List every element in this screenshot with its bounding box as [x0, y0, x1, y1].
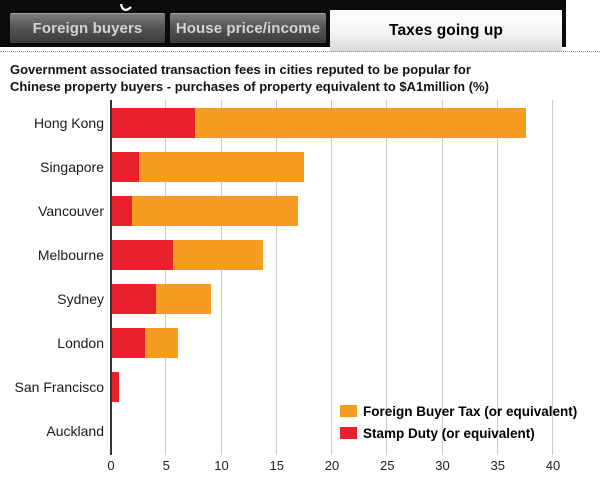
category-label: Hong Kong: [33, 115, 104, 131]
tab-foreign-buyers[interactable]: Foreign buyers: [10, 13, 165, 43]
category-label: London: [57, 335, 104, 351]
legend-item-stamp-duty: Stamp Duty (or equivalent): [340, 422, 577, 444]
stamp-duty-swatch: [340, 427, 357, 439]
tab-taxes-going-up[interactable]: Taxes going up: [330, 10, 562, 52]
x-tick-label: 0: [107, 458, 115, 473]
chart-title-line2: Chinese property buyers - purchases of p…: [10, 79, 489, 94]
x-tick-label: 40: [545, 458, 561, 473]
category-label: Singapore: [40, 159, 104, 175]
x-tick-label: 20: [324, 458, 340, 473]
gridline: [496, 100, 498, 455]
header-divider: [0, 51, 600, 52]
cropped-headline-fragment: [119, 0, 133, 18]
bar-segment: [112, 328, 146, 358]
bar-segment: [172, 240, 264, 270]
y-axis-line: [110, 100, 112, 455]
gridline: [165, 100, 167, 455]
tab-house-price-income[interactable]: House price/income: [170, 13, 326, 43]
x-tick-label: 10: [214, 458, 229, 473]
legend: Foreign Buyer Tax (or equivalent) Stamp …: [340, 400, 577, 444]
chart-title: Government associated transaction fees i…: [10, 61, 595, 95]
bar-segment: [131, 196, 298, 226]
x-tick-label: 5: [162, 458, 170, 473]
gridline: [220, 100, 222, 455]
category-label: Auckland: [46, 423, 104, 439]
x-tick-label: 35: [490, 458, 505, 473]
bar-segment: [112, 240, 173, 270]
category-label: San Francisco: [14, 379, 104, 395]
foreign-buyer-tax-swatch: [340, 405, 357, 417]
bar-segment: [112, 152, 139, 182]
headline-fragment-glyph: [119, 3, 132, 11]
category-label: Melbourne: [37, 247, 104, 263]
bar-segment: [156, 284, 212, 314]
legend-item-foreign-buyer-tax: Foreign Buyer Tax (or equivalent): [340, 400, 577, 422]
x-tick-label: 25: [380, 458, 395, 473]
legend-label: Stamp Duty (or equivalent): [363, 425, 535, 441]
header-bar: Foreign buyers House price/income Taxes …: [0, 0, 566, 52]
gridline: [552, 100, 553, 455]
gridline: [331, 100, 332, 455]
bar-segment: [112, 372, 119, 402]
gridline: [441, 100, 443, 455]
bar-segment: [112, 284, 157, 314]
category-label: Sydney: [57, 291, 104, 307]
gridline: [386, 100, 388, 455]
legend-label: Foreign Buyer Tax (or equivalent): [363, 403, 578, 419]
chart-title-line1: Government associated transaction fees i…: [10, 62, 471, 77]
bar-segment: [138, 152, 305, 182]
x-tick-label: 15: [269, 458, 284, 473]
bar-segment: [112, 196, 132, 226]
bar-segment: [112, 108, 195, 138]
gridline: [275, 100, 277, 455]
bar-segment: [145, 328, 179, 358]
bar-segment: [194, 108, 527, 138]
x-tick-label: 30: [435, 458, 450, 473]
category-label: Vancouver: [38, 203, 104, 219]
plot-area: 0 5 10 15 20 25 30 35 40 Hong Kong Singapore Vancou…: [0, 100, 600, 481]
